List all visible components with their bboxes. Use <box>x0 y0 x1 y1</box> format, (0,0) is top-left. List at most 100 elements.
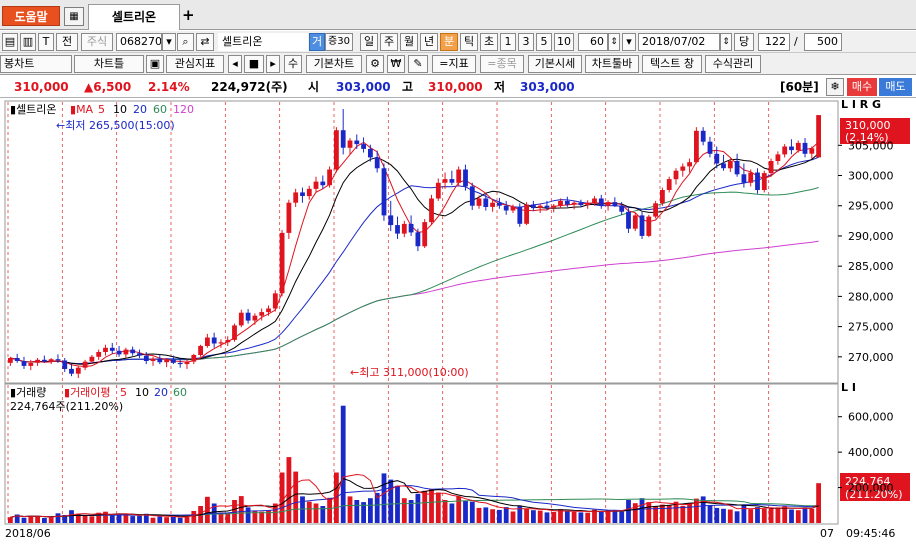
chart-frame-button[interactable]: 차트틀 <box>74 55 144 73</box>
volume-bar <box>687 503 692 523</box>
candle-body <box>422 222 428 247</box>
settings-gear-icon[interactable]: ❄ <box>826 78 844 96</box>
date-dropdown-icon[interactable]: ▾ <box>622 33 636 51</box>
candle-body <box>551 205 557 208</box>
candle-body <box>35 359 40 363</box>
li-icons[interactable]: L I <box>841 381 856 394</box>
candles <box>8 109 821 378</box>
stop-icon[interactable]: ■ <box>244 55 264 73</box>
won-icon[interactable]: ₩ <box>387 55 405 73</box>
total-input[interactable]: 500 <box>804 33 842 51</box>
candle-body <box>361 144 366 149</box>
formula-manage-button[interactable]: 수식관리 <box>705 55 761 73</box>
volume-bar <box>225 512 231 523</box>
period-minute[interactable]: 분 <box>440 33 458 51</box>
candle-body <box>232 325 237 340</box>
interval-spinner-icon[interactable]: ⇕ <box>608 33 620 51</box>
volume-bar <box>327 497 332 523</box>
text-window-button[interactable]: 텍스트 창 <box>642 55 702 73</box>
lirg-icons[interactable]: L I R G <box>841 99 881 111</box>
candle-body <box>483 198 489 207</box>
candle-chart-button[interactable]: 봉차트 <box>0 55 72 73</box>
vol-ma5-label: 5 <box>120 386 127 399</box>
last-volume-pct: (211.20%) <box>845 488 903 501</box>
period-day[interactable]: 일 <box>360 33 378 51</box>
volume-bar <box>537 510 543 523</box>
period-second[interactable]: 초 <box>480 33 498 51</box>
volume-bar <box>35 516 40 523</box>
code-input[interactable]: 068270 <box>116 33 162 51</box>
indicator-button[interactable]: =지표 <box>432 55 476 73</box>
date-input[interactable]: 2018/07/02 <box>638 33 720 51</box>
wrench-icon[interactable]: ✎ <box>408 55 428 73</box>
prev-icon[interactable]: ◂ <box>228 55 242 73</box>
search-icon[interactable]: ⌕ <box>177 33 194 51</box>
dang-button[interactable]: 당 <box>734 33 754 51</box>
candle-body <box>531 204 536 209</box>
tool-icon[interactable]: ⚙ <box>366 55 384 73</box>
count-input[interactable]: 122 <box>758 33 790 51</box>
volume-bar <box>354 500 360 523</box>
price-panel-title: ▮셀트리온 <box>10 103 57 116</box>
buy-button[interactable]: 매수 <box>847 78 877 96</box>
current-price: 310,000 <box>14 80 69 94</box>
volume-bar <box>238 496 244 523</box>
volume-tick-label: 200,000 <box>848 482 894 495</box>
next-icon[interactable]: ▸ <box>266 55 280 73</box>
jeung-badge[interactable]: 증30 <box>325 33 353 51</box>
period-week[interactable]: 주 <box>380 33 398 51</box>
volume-bar <box>89 516 95 523</box>
volume-bar <box>578 512 584 523</box>
basic-chart-button[interactable]: 기본차트 <box>306 55 362 73</box>
interval-input[interactable]: 60 <box>578 33 608 51</box>
volume-bar <box>368 498 373 523</box>
item-button[interactable]: =종목 <box>480 55 524 73</box>
volume-bar <box>293 471 299 523</box>
period-tick[interactable]: 틱 <box>460 33 478 51</box>
ma5-label: 5 <box>98 103 105 116</box>
volume-bar <box>191 511 197 523</box>
interest-indicator-button[interactable]: 관심지표 <box>166 55 224 73</box>
add-tab-button[interactable]: + <box>182 6 195 24</box>
price-tick-label: 270,000 <box>848 351 894 364</box>
grid-icon[interactable]: ▥ <box>20 33 36 51</box>
stock-type-button[interactable]: 주식 <box>81 33 113 51</box>
sell-button[interactable]: 매도 <box>879 78 912 96</box>
geo-badge[interactable]: 거 <box>309 33 325 51</box>
candle-body <box>340 130 346 148</box>
code-dropdown-icon[interactable]: ▾ <box>162 33 176 51</box>
screen-icon[interactable]: ▦ <box>64 7 84 26</box>
volume-bar <box>306 501 312 523</box>
volume-current: 224,764주(211.20%) <box>10 400 123 413</box>
help-button[interactable]: 도움말 <box>2 6 60 26</box>
volume-bar <box>564 511 570 523</box>
refresh-icon[interactable]: ⇄ <box>196 33 214 51</box>
candle-body <box>435 182 441 199</box>
volume-bar <box>232 500 237 523</box>
basic-price-button[interactable]: 기본시세 <box>528 55 582 73</box>
jeon-button[interactable]: 전 <box>56 33 78 51</box>
tab-celltrion[interactable]: 셀트리온 <box>88 4 180 30</box>
stock-chart[interactable]: ▮셀트리온 ▮MA 5 10 20 60 120 ←최저 265,500(15:… <box>0 99 916 544</box>
text-icon[interactable]: T <box>38 33 54 51</box>
layout-icon[interactable]: ▤ <box>2 33 18 51</box>
candle-body <box>809 148 815 154</box>
volume-bar <box>802 507 808 523</box>
number-icon[interactable]: 수 <box>284 55 302 73</box>
period-month[interactable]: 월 <box>400 33 418 51</box>
candle-body <box>469 186 475 206</box>
interval-5[interactable]: 5 <box>536 33 552 51</box>
chart-toolbar-button[interactable]: 차트툴바 <box>585 55 639 73</box>
candle-body <box>334 130 339 170</box>
volume-bar <box>8 517 13 523</box>
interval-1[interactable]: 1 <box>500 33 516 51</box>
period-year[interactable]: 년 <box>420 33 438 51</box>
volume-bar <box>782 506 788 523</box>
price-info-bar: 310,000 ▲6,500 2.14% 224,972(주) 시 303,00… <box>0 76 916 98</box>
candle-body <box>137 353 142 356</box>
interval-3[interactable]: 3 <box>518 33 534 51</box>
interval-10[interactable]: 10 <box>554 33 574 51</box>
candle-body <box>714 153 720 164</box>
date-spinner-icon[interactable]: ⇕ <box>720 33 732 51</box>
save-icon[interactable]: ▣ <box>146 55 164 73</box>
